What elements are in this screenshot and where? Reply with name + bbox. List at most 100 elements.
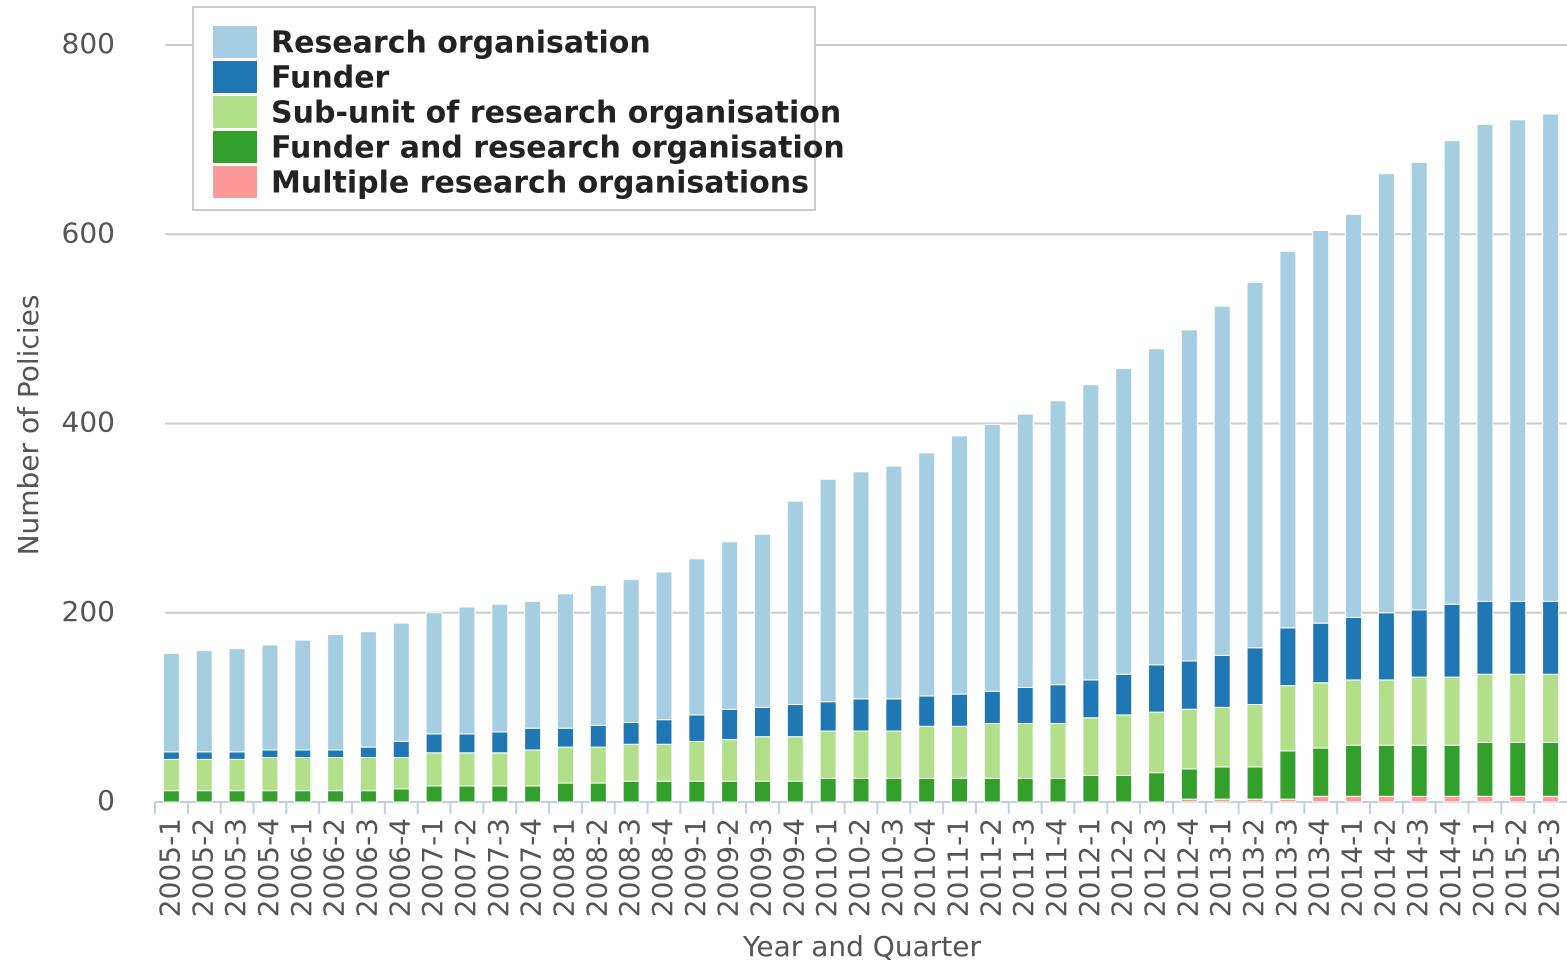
bar-segment (1312, 229, 1330, 624)
x-tick-label: 2013-2 (1237, 818, 1270, 917)
bar-segment (819, 701, 837, 732)
bar-segment (1279, 627, 1297, 687)
bar-segment (1542, 600, 1560, 675)
x-tick-label: 2005-1 (153, 818, 186, 917)
legend-swatch (213, 61, 257, 93)
bar-segment (1016, 687, 1034, 724)
bar-segment (261, 790, 279, 803)
bar-segment (1180, 768, 1198, 800)
bar-segment (1509, 673, 1527, 743)
bar-segment (622, 743, 640, 782)
bar-segment (589, 724, 607, 748)
bar-segment (1016, 413, 1034, 689)
bar-segment (1246, 282, 1264, 649)
bar-segment (162, 652, 180, 753)
y-tick-label: 200 (62, 595, 115, 628)
bar-segment (1312, 622, 1330, 684)
bar-segment (195, 751, 213, 760)
bar-segment (556, 593, 574, 729)
bar-segment (983, 423, 1001, 692)
bar-segment (1377, 173, 1395, 614)
bar-segment (327, 634, 345, 751)
bar-segment (359, 757, 377, 792)
bar-segment (162, 758, 180, 792)
bar-segment (261, 749, 279, 759)
bar-segment (392, 740, 410, 759)
bar-segment (885, 730, 903, 779)
bar-segment (195, 650, 213, 753)
x-axis-label: Year and Quarter (742, 930, 981, 963)
bar-segment (1016, 777, 1034, 803)
bar-segment (1049, 777, 1067, 803)
bar-segment (721, 708, 739, 741)
x-tick-label: 2009-3 (744, 818, 777, 917)
bar-segment (556, 746, 574, 784)
bar-segment (589, 746, 607, 784)
bar-segment (1148, 772, 1166, 803)
bar-segment (1345, 744, 1363, 797)
bar-segment (688, 740, 706, 782)
bar-segment (162, 790, 180, 803)
bar-segment (852, 777, 870, 803)
bar-segment (458, 606, 476, 735)
bar-segment (261, 757, 279, 792)
x-tick-label: 2013-4 (1303, 818, 1336, 917)
bar-segment (458, 785, 476, 803)
bar-segment (786, 736, 804, 782)
bar-segment (918, 452, 936, 697)
bar-segment (491, 752, 509, 787)
bar-segment (294, 757, 312, 792)
bar-segment (1542, 113, 1560, 602)
legend-label: Funder and research organisation (271, 131, 845, 166)
x-tick-label: 2014-1 (1336, 818, 1369, 917)
bar-segment (622, 579, 640, 724)
bar-segment (294, 790, 312, 803)
bar-segment (228, 751, 246, 760)
bar-segment (918, 777, 936, 803)
bar-segment (655, 743, 673, 782)
bar-segment (1312, 682, 1330, 749)
bar-segment (819, 777, 837, 803)
bar-segment (1016, 722, 1034, 779)
bar-segment (852, 698, 870, 732)
bar-segment (622, 780, 640, 803)
bar-segment (1312, 795, 1330, 803)
bar-segment (392, 788, 410, 803)
y-tick-label: 400 (62, 406, 115, 439)
x-tick-label: 2011-4 (1040, 818, 1073, 917)
bar-segment (951, 435, 969, 695)
bar-segment (392, 622, 410, 742)
bar-segment (885, 777, 903, 803)
bar-segment (1082, 679, 1100, 719)
y-axis-label: Number of Policies (12, 295, 45, 556)
x-tick-label: 2014-4 (1434, 818, 1467, 917)
x-tick-label: 2015-3 (1533, 818, 1566, 917)
bar-segment (1246, 647, 1264, 706)
bar-segment (195, 758, 213, 792)
bar-segment (786, 704, 804, 738)
x-tick-label: 2014-2 (1368, 818, 1401, 917)
bar-segment (458, 733, 476, 754)
bar-segment (327, 749, 345, 759)
bar-segment (721, 739, 739, 782)
bar-segment (425, 733, 443, 754)
bar-segment (688, 558, 706, 716)
bar-segment (1082, 775, 1100, 803)
bar-segment (1542, 673, 1560, 743)
bar-segment (1410, 795, 1428, 803)
x-tick-label: 2012-2 (1106, 818, 1139, 917)
bar-segment (1246, 704, 1264, 768)
bar-segment (1279, 685, 1297, 752)
bar-segment (327, 790, 345, 803)
bar-segment (1213, 706, 1231, 768)
bar-segment (786, 780, 804, 803)
bar-segment (228, 758, 246, 792)
bar-segment (1148, 711, 1166, 774)
bar-segment (1148, 348, 1166, 666)
bar-segment (1115, 673, 1133, 716)
bar-segment (951, 693, 969, 727)
bar-segment (622, 722, 640, 745)
legend-label: Sub-unit of research organisation (271, 96, 841, 131)
x-tick-label: 2010-2 (843, 818, 876, 917)
